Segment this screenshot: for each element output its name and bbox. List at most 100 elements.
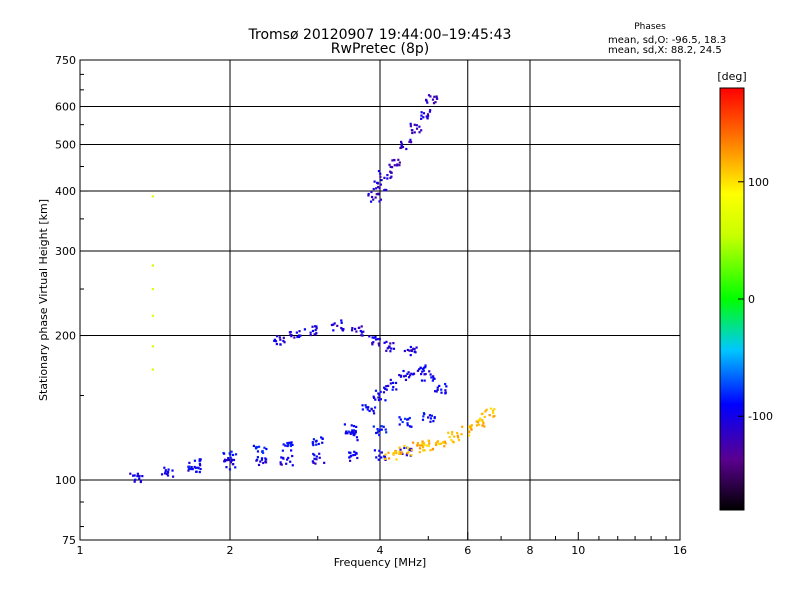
data-point [313, 457, 316, 460]
data-point [376, 181, 379, 185]
data-point [377, 398, 381, 402]
data-point [353, 327, 357, 331]
data-point [423, 379, 426, 382]
data-point [420, 379, 424, 382]
data-points [129, 94, 496, 484]
data-point [409, 354, 412, 357]
data-point [352, 454, 355, 457]
data-point [394, 381, 398, 385]
data-point [399, 146, 402, 150]
data-point [391, 381, 395, 385]
data-point [315, 443, 318, 446]
data-point [444, 442, 447, 445]
data-point [493, 408, 496, 411]
data-point [401, 145, 405, 149]
data-point [418, 131, 421, 134]
data-point [360, 334, 363, 337]
data-point [420, 114, 423, 117]
data-point [286, 441, 289, 445]
data-point [410, 349, 413, 352]
data-point [483, 425, 486, 428]
data-point [384, 399, 387, 402]
data-point [367, 192, 370, 196]
data-point [427, 444, 430, 448]
data-point [371, 343, 374, 346]
data-point [347, 430, 350, 433]
data-point [409, 138, 412, 141]
data-point [451, 431, 454, 434]
data-point [377, 396, 380, 399]
data-point [395, 164, 399, 167]
data-point [229, 456, 232, 459]
data-point [287, 456, 290, 460]
data-point [350, 424, 353, 427]
data-point [321, 437, 324, 440]
data-point [427, 416, 430, 419]
data-point [374, 389, 378, 392]
data-point [421, 418, 425, 421]
data-point [405, 454, 408, 457]
data-point [423, 373, 426, 376]
data-point [374, 196, 377, 199]
chart-subtitle: RwPretec (8p) [330, 41, 430, 57]
data-point [297, 334, 301, 337]
data-point [450, 438, 453, 442]
data-point [378, 433, 381, 437]
data-point [467, 426, 471, 429]
data-point [378, 449, 381, 452]
data-point [418, 125, 421, 128]
data-point [288, 331, 292, 334]
data-point [379, 390, 382, 393]
data-point [346, 432, 349, 435]
data-point [350, 431, 353, 434]
data-point [408, 140, 411, 143]
data-point [488, 414, 491, 417]
data-point [429, 95, 432, 98]
data-point [390, 171, 393, 174]
data-point [362, 330, 365, 333]
data-point [312, 444, 315, 447]
data-point [323, 461, 326, 464]
data-point [375, 431, 378, 435]
data-point [428, 110, 432, 113]
data-point [354, 430, 357, 434]
data-point [198, 462, 201, 466]
data-point [429, 373, 432, 376]
data-point [262, 461, 265, 465]
data-point [311, 325, 314, 328]
data-point [309, 333, 312, 337]
data-point [423, 412, 426, 416]
data-point [398, 423, 401, 426]
data-point [442, 440, 445, 444]
data-point [406, 422, 409, 425]
data-point [282, 457, 285, 460]
data-point [314, 329, 317, 332]
data-point [385, 431, 388, 434]
data-point [289, 444, 293, 448]
data-point [394, 449, 398, 453]
y-tick-label: 100 [55, 474, 76, 487]
data-point [360, 325, 363, 328]
data-point [151, 368, 155, 371]
data-point [378, 186, 381, 190]
data-point [479, 417, 482, 420]
data-point [384, 428, 387, 431]
y-tick-label: 750 [55, 54, 76, 67]
data-point [376, 431, 379, 434]
data-point [367, 194, 370, 197]
data-point [198, 470, 201, 474]
x-tick-label: 6 [464, 544, 471, 557]
data-point [375, 456, 378, 459]
data-point [392, 342, 395, 345]
data-point [408, 425, 412, 428]
data-point [133, 480, 136, 483]
data-point [408, 448, 411, 452]
data-point [133, 474, 136, 477]
data-point [361, 334, 364, 337]
data-point [293, 336, 296, 339]
data-point [398, 161, 401, 164]
data-point [433, 416, 436, 419]
data-point [430, 376, 433, 379]
data-point [427, 439, 430, 442]
data-point [299, 334, 302, 337]
